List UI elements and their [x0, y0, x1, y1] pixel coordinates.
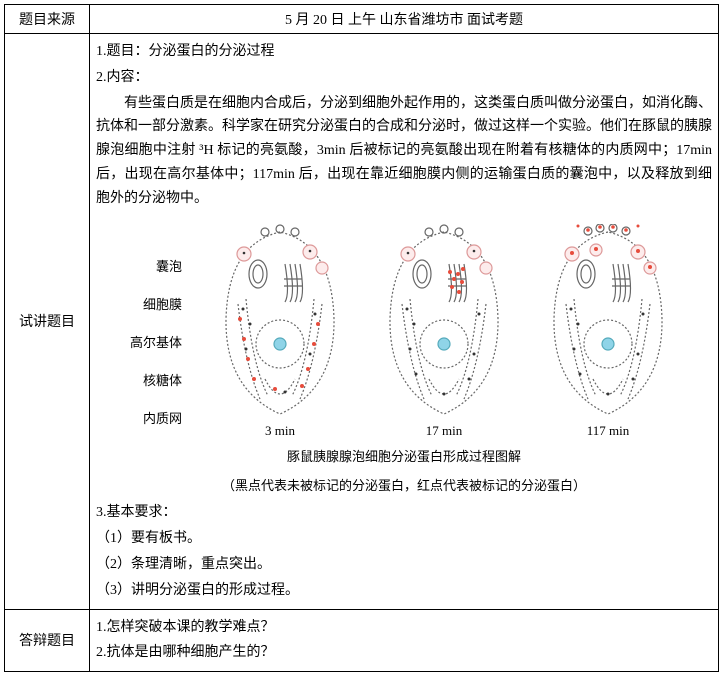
caption-2: （黑点代表未被标记的分泌蛋白，红点代表被标记的分泌蛋白） [96, 474, 712, 497]
exam-table: 题目来源 5 月 20 日 上午 山东省潍坊市 面试考题 试讲题目 1.题目：分… [4, 4, 719, 672]
requirements-head: 3.基本要求： [96, 501, 712, 525]
time-117min: 117 min [587, 423, 630, 439]
organelle-labels: 囊泡 细胞膜 高尔基体 核糖体 内质网 [130, 219, 186, 439]
topic-label: 试讲题目 [5, 34, 90, 610]
cell-svg-17min [374, 224, 514, 419]
source-label: 题目来源 [5, 5, 90, 34]
label-golgi: 高尔基体 [130, 333, 182, 354]
debate-label: 答辩题目 [5, 609, 90, 672]
debate-q1: 1.怎样突破本课的教学难点？ [96, 616, 712, 640]
label-er: 内质网 [143, 409, 182, 430]
diagram-area: 囊泡 细胞膜 高尔基体 核糖体 内质网 [96, 219, 712, 498]
label-membrane: 细胞膜 [143, 295, 182, 316]
time-3min: 3 min [265, 423, 295, 439]
cell-117min: 117 min [538, 224, 678, 439]
label-ribosome: 核糖体 [143, 371, 182, 392]
debate-content: 1.怎样突破本课的教学难点？ 2.抗体是由哪种细胞产生的？ [90, 609, 719, 672]
cell-17min: 17 min [374, 224, 514, 439]
line-content-head: 2.内容： [96, 66, 712, 90]
line-title: 1.题目：分泌蛋白的分泌过程 [96, 40, 712, 64]
label-vesicle: 囊泡 [156, 257, 182, 278]
cell-3min: 3 min [210, 224, 350, 439]
caption-1: 豚鼠胰腺腺泡细胞分泌蛋白形成过程图解 [96, 445, 712, 468]
topic-content: 1.题目：分泌蛋白的分泌过程 2.内容： 有些蛋白质是在细胞内合成后，分泌到细胞… [90, 34, 719, 610]
cell-svg-117min [538, 224, 678, 419]
cell-svg-3min [210, 224, 350, 419]
source-content: 5 月 20 日 上午 山东省潍坊市 面试考题 [90, 5, 719, 34]
req-3: （3）讲明分泌蛋白的形成过程。 [96, 579, 712, 603]
body-text: 有些蛋白质是在细胞内合成后，分泌到细胞外起作用的，这类蛋白质叫做分泌蛋白，如消化… [96, 92, 712, 211]
req-1: （1）要有板书。 [96, 527, 712, 551]
time-17min: 17 min [426, 423, 462, 439]
req-2: （2）条理清晰，重点突出。 [96, 553, 712, 577]
debate-q2: 2.抗体是由哪种细胞产生的？ [96, 641, 712, 665]
